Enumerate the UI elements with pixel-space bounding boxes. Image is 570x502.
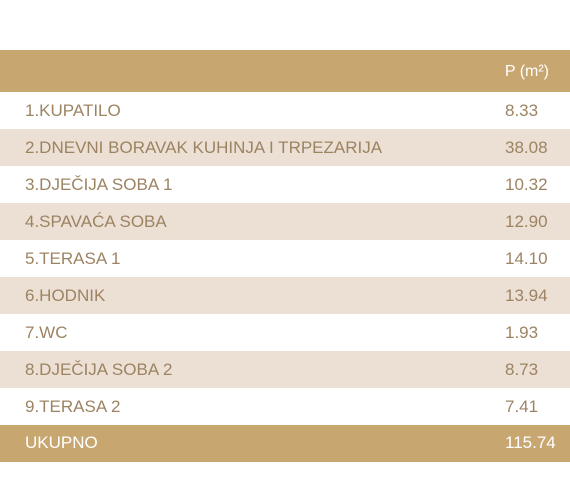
room-name: 4.SPAVAĆA SOBA	[25, 212, 167, 231]
table-row-djecija-soba-2: 8.DJEČIJA SOBA 2 8.73	[0, 351, 570, 388]
room-area: 7.41	[505, 397, 539, 416]
table-total-row: UKUPNO 115.74	[0, 425, 570, 462]
area-column-header: P (m²)	[504, 63, 549, 80]
room-area: 8.33	[505, 101, 539, 120]
total-label: UKUPNO	[25, 433, 98, 452]
room-area: 1.93	[505, 323, 539, 342]
room-name: 2.DNEVNI BORAVAK KUHINJA I TRPEZARIJA	[25, 138, 383, 157]
room-name: 3.DJEČIJA SOBA 1	[25, 175, 173, 194]
table-row-spavaca-soba: 4.SPAVAĆA SOBA 12.90	[0, 203, 570, 240]
room-area-table: P (m²) 1.KUPATILO 8.33 2.DNEVNI BORAVAK …	[0, 50, 570, 462]
table-header: P (m²)	[0, 50, 570, 92]
room-name: 8.DJEČIJA SOBA 2	[25, 360, 173, 379]
table-row-terasa-2: 9.TERASA 2 7.41	[0, 388, 570, 425]
room-name: 6.HODNIK	[25, 286, 106, 305]
room-area: 38.08	[505, 138, 548, 157]
total-value: 115.74	[505, 433, 556, 452]
table-row-djecija-soba-1: 3.DJEČIJA SOBA 1 10.32	[0, 166, 570, 203]
room-name: 7.WC	[25, 323, 68, 342]
room-area: 14.10	[505, 249, 548, 268]
room-area: 13.94	[505, 286, 548, 305]
room-name: 5.TERASA 1	[25, 249, 121, 268]
table-row-hodnik: 6.HODNIK 13.94	[0, 277, 570, 314]
room-area: 8.73	[505, 360, 539, 379]
table-row-dnevni-boravak: 2.DNEVNI BORAVAK KUHINJA I TRPEZARIJA 38…	[0, 129, 570, 166]
room-area: 10.32	[505, 175, 548, 194]
table-row-wc: 7.WC 1.93	[0, 314, 570, 351]
table-row-kupatilo: 1.KUPATILO 8.33	[0, 92, 570, 129]
room-name: 9.TERASA 2	[25, 397, 121, 416]
room-name: 1.KUPATILO	[25, 101, 121, 120]
table-row-terasa-1: 5.TERASA 1 14.10	[0, 240, 570, 277]
room-area: 12.90	[505, 212, 548, 231]
